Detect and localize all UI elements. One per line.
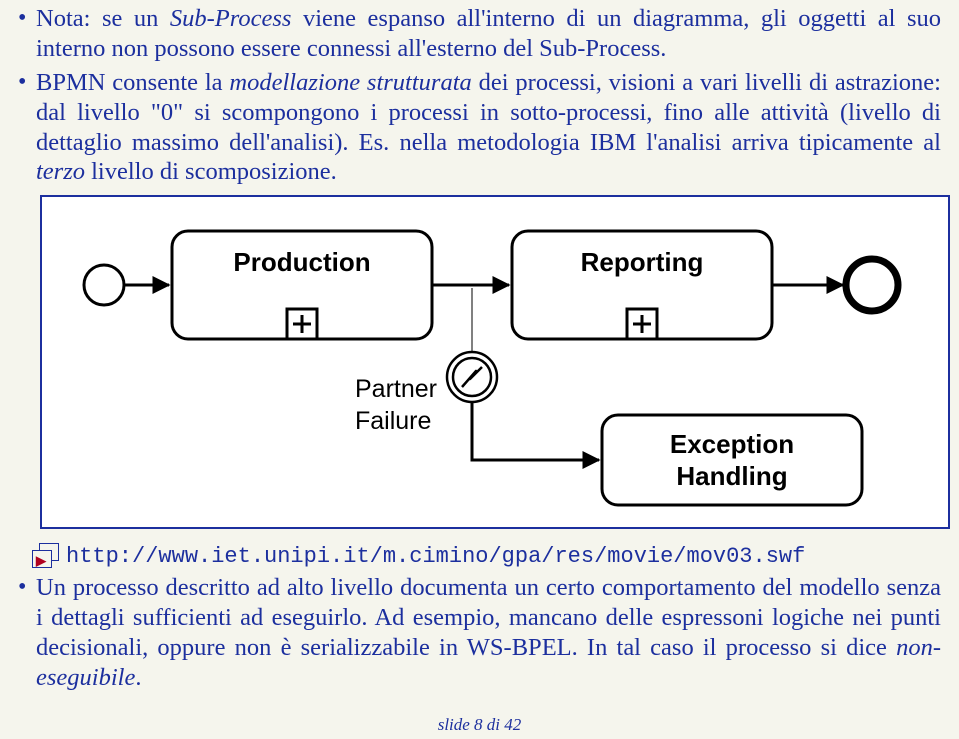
- slide-footer: slide 8 di 42: [0, 715, 959, 735]
- note-bullet: Nota: se un Sub-Process viene espanso al…: [18, 4, 941, 64]
- text: .: [135, 664, 141, 691]
- svg-text:Production: Production: [233, 247, 370, 277]
- svg-text:Partner: Partner: [355, 375, 437, 403]
- svg-text:Failure: Failure: [355, 407, 431, 435]
- movie-link-icon[interactable]: ▶: [32, 543, 60, 569]
- movie-link-row: ▶ http://www.iet.unipi.it/m.cimino/gpa/r…: [32, 543, 941, 569]
- text: Un processo descritto ad alto livello do…: [36, 574, 941, 661]
- process-bullet: Un processo descritto ad alto livello do…: [18, 573, 941, 693]
- svg-text:Exception: Exception: [670, 429, 794, 459]
- text-em: terzo: [36, 158, 85, 185]
- svg-text:Reporting: Reporting: [581, 247, 704, 277]
- text-em: modellazione strutturata: [229, 69, 471, 96]
- bpmn-diagram: Production Reporting Partner Failure Excepti…: [40, 195, 950, 529]
- text: BPMN consente la: [36, 69, 229, 96]
- bpmn-bullet: BPMN consente la modellazione strutturat…: [18, 68, 941, 188]
- bpmn-svg: Production Reporting Partner Failure Excepti…: [42, 197, 948, 527]
- svg-text:Handling: Handling: [676, 461, 787, 491]
- text: livello di scomposizione.: [85, 158, 337, 185]
- text: Nota: se un: [36, 5, 170, 32]
- movie-link[interactable]: http://www.iet.unipi.it/m.cimino/gpa/res…: [66, 544, 805, 569]
- text-em: Sub-Process: [170, 5, 292, 32]
